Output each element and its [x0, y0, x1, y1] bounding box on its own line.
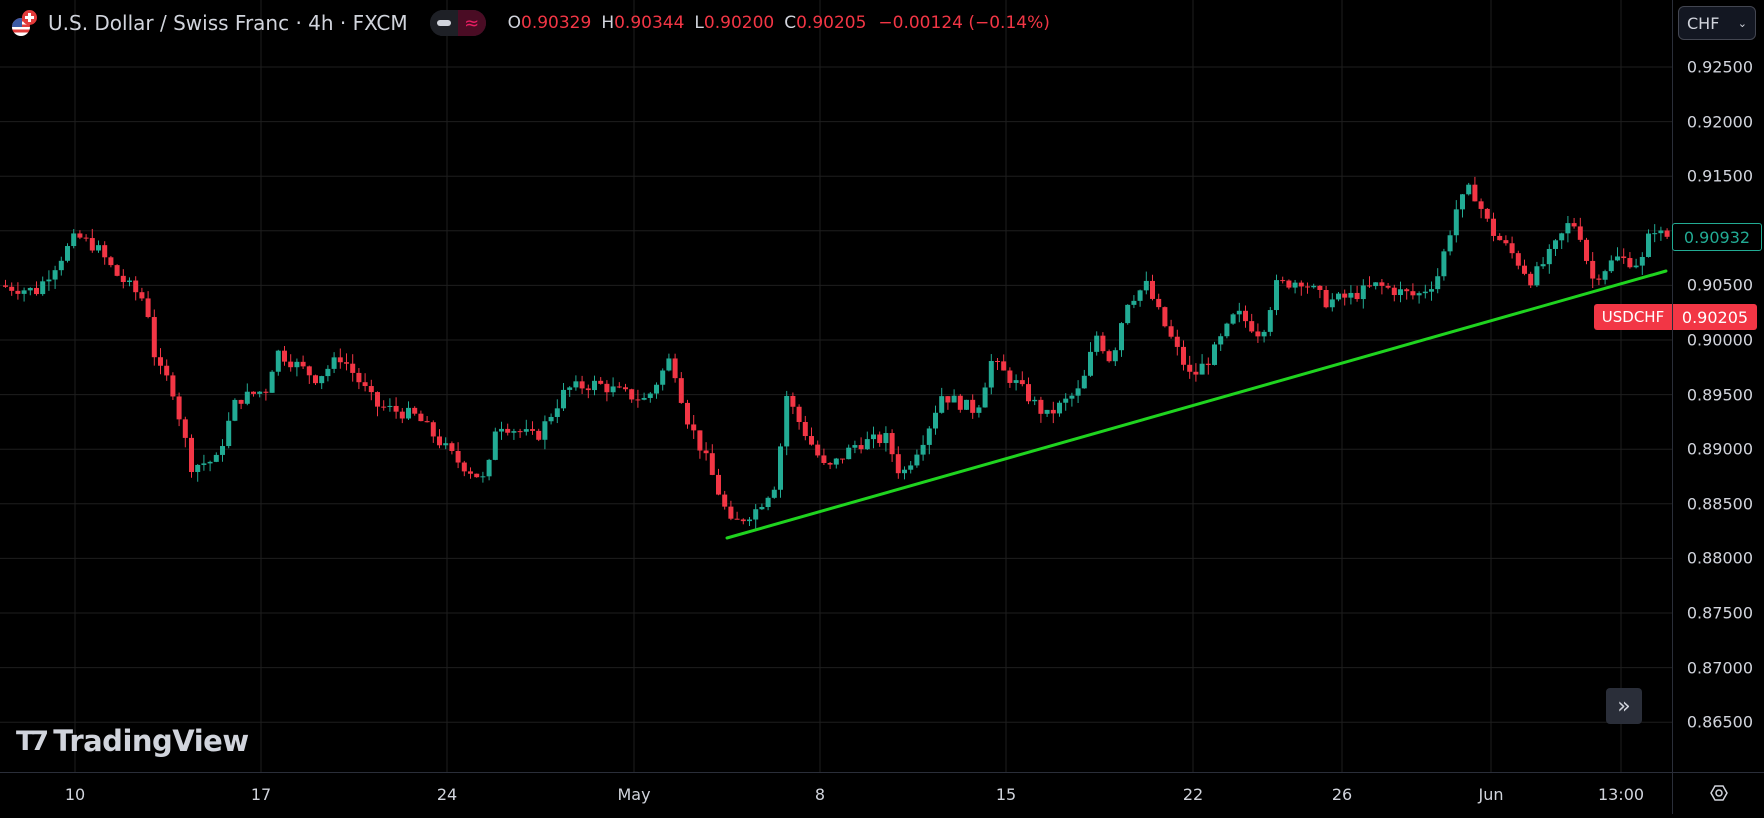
chart-settings-corner[interactable]: [1672, 772, 1764, 814]
chart-legend: U.S. Dollar / Swiss Franc · 4h · FXCM ≈ …: [10, 8, 1050, 38]
time-tick-label: May: [617, 785, 651, 804]
last-price-label: 0.90932: [1672, 223, 1762, 251]
low-key: L: [694, 13, 704, 33]
close-key: C: [784, 13, 797, 33]
hide-legend-icon[interactable]: [429, 10, 458, 36]
low-value: 0.90200: [703, 13, 775, 33]
price-tick-label: 0.92500: [1686, 57, 1753, 77]
price-tick-label: 0.89500: [1686, 385, 1753, 405]
double-chevron-right-icon: »: [1617, 693, 1631, 719]
time-tick-label: Jun: [1478, 785, 1504, 804]
price-tick-label: 0.86500: [1686, 712, 1753, 732]
settings-hexagon-icon[interactable]: [1673, 773, 1764, 814]
time-tick-label: 17: [250, 785, 272, 804]
candlestick-series: [3, 176, 1670, 529]
price-tick-label: 0.88000: [1686, 548, 1753, 568]
close-value: 0.90205: [796, 13, 867, 33]
symbol-badge: USDCHF: [1594, 304, 1672, 330]
tradingview-logo-icon: T7: [16, 725, 49, 757]
open-key: O: [507, 13, 521, 33]
currency-value: CHF: [1687, 13, 1720, 33]
high-key: H: [601, 13, 615, 33]
open-value: 0.90329: [521, 13, 592, 33]
symbol-title[interactable]: U.S. Dollar / Swiss Franc · 4h · FXCM: [48, 11, 408, 35]
current-price-badge: 0.90205: [1673, 304, 1757, 330]
trendline[interactable]: [725, 269, 1668, 540]
ohlc-values: O0.90329 H0.90344 L0.90200 C0.90205: [508, 13, 867, 33]
price-tick-label: 0.88500: [1686, 494, 1753, 514]
price-tick-label: 0.90500: [1686, 275, 1753, 295]
price-tick-label: 0.87000: [1686, 658, 1753, 678]
price-change: −0.00124 (−0.14%): [878, 13, 1050, 33]
tradingview-watermark[interactable]: T7 TradingView: [16, 724, 249, 758]
legend-toggle-group[interactable]: ≈: [429, 10, 486, 36]
time-tick-label: 26: [1331, 785, 1353, 804]
time-tick-label: 10: [64, 785, 86, 804]
time-tick-label: 15: [995, 785, 1017, 804]
price-tick-label: 0.87500: [1686, 603, 1753, 623]
currency-select[interactable]: CHF ⌄: [1678, 6, 1756, 40]
price-tick-label: 0.92000: [1686, 112, 1753, 132]
time-tick-label: 8: [814, 785, 826, 804]
price-chart-canvas[interactable]: [0, 0, 1672, 772]
price-axis[interactable]: 0.92500 0.92000 0.91500 0.90500 0.90000 0.895…: [1672, 0, 1764, 772]
time-tick-label: 22: [1182, 785, 1204, 804]
price-tick-label: 0.91500: [1686, 166, 1753, 186]
compare-wave-icon[interactable]: ≈: [457, 10, 486, 36]
chart-grid: [0, 0, 1672, 772]
time-tick-label: 13:00: [1597, 785, 1645, 804]
usd-chf-flag-icon: [10, 8, 40, 38]
time-tick-label: 24: [436, 785, 458, 804]
scroll-to-realtime-button[interactable]: »: [1606, 688, 1642, 724]
price-tick-label: 0.89000: [1686, 439, 1753, 459]
price-tick-label: 0.90000: [1686, 330, 1753, 350]
high-value: 0.90344: [614, 13, 685, 33]
time-axis[interactable]: 10 17 24 May 8 15 22 26 Jun 13:00: [0, 772, 1672, 814]
chevron-down-icon: ⌄: [1737, 16, 1747, 30]
watermark-text: TradingView: [53, 724, 249, 758]
